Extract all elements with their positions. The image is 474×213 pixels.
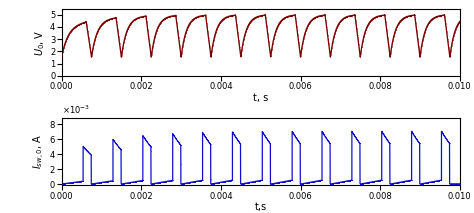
X-axis label: t, s: t, s (253, 93, 268, 103)
Y-axis label: $I_{sw,0}$, A: $I_{sw,0}$, A (32, 134, 47, 169)
Y-axis label: $U_0$, V: $U_0$, V (34, 29, 47, 56)
X-axis label: t,s: t,s (255, 202, 267, 212)
